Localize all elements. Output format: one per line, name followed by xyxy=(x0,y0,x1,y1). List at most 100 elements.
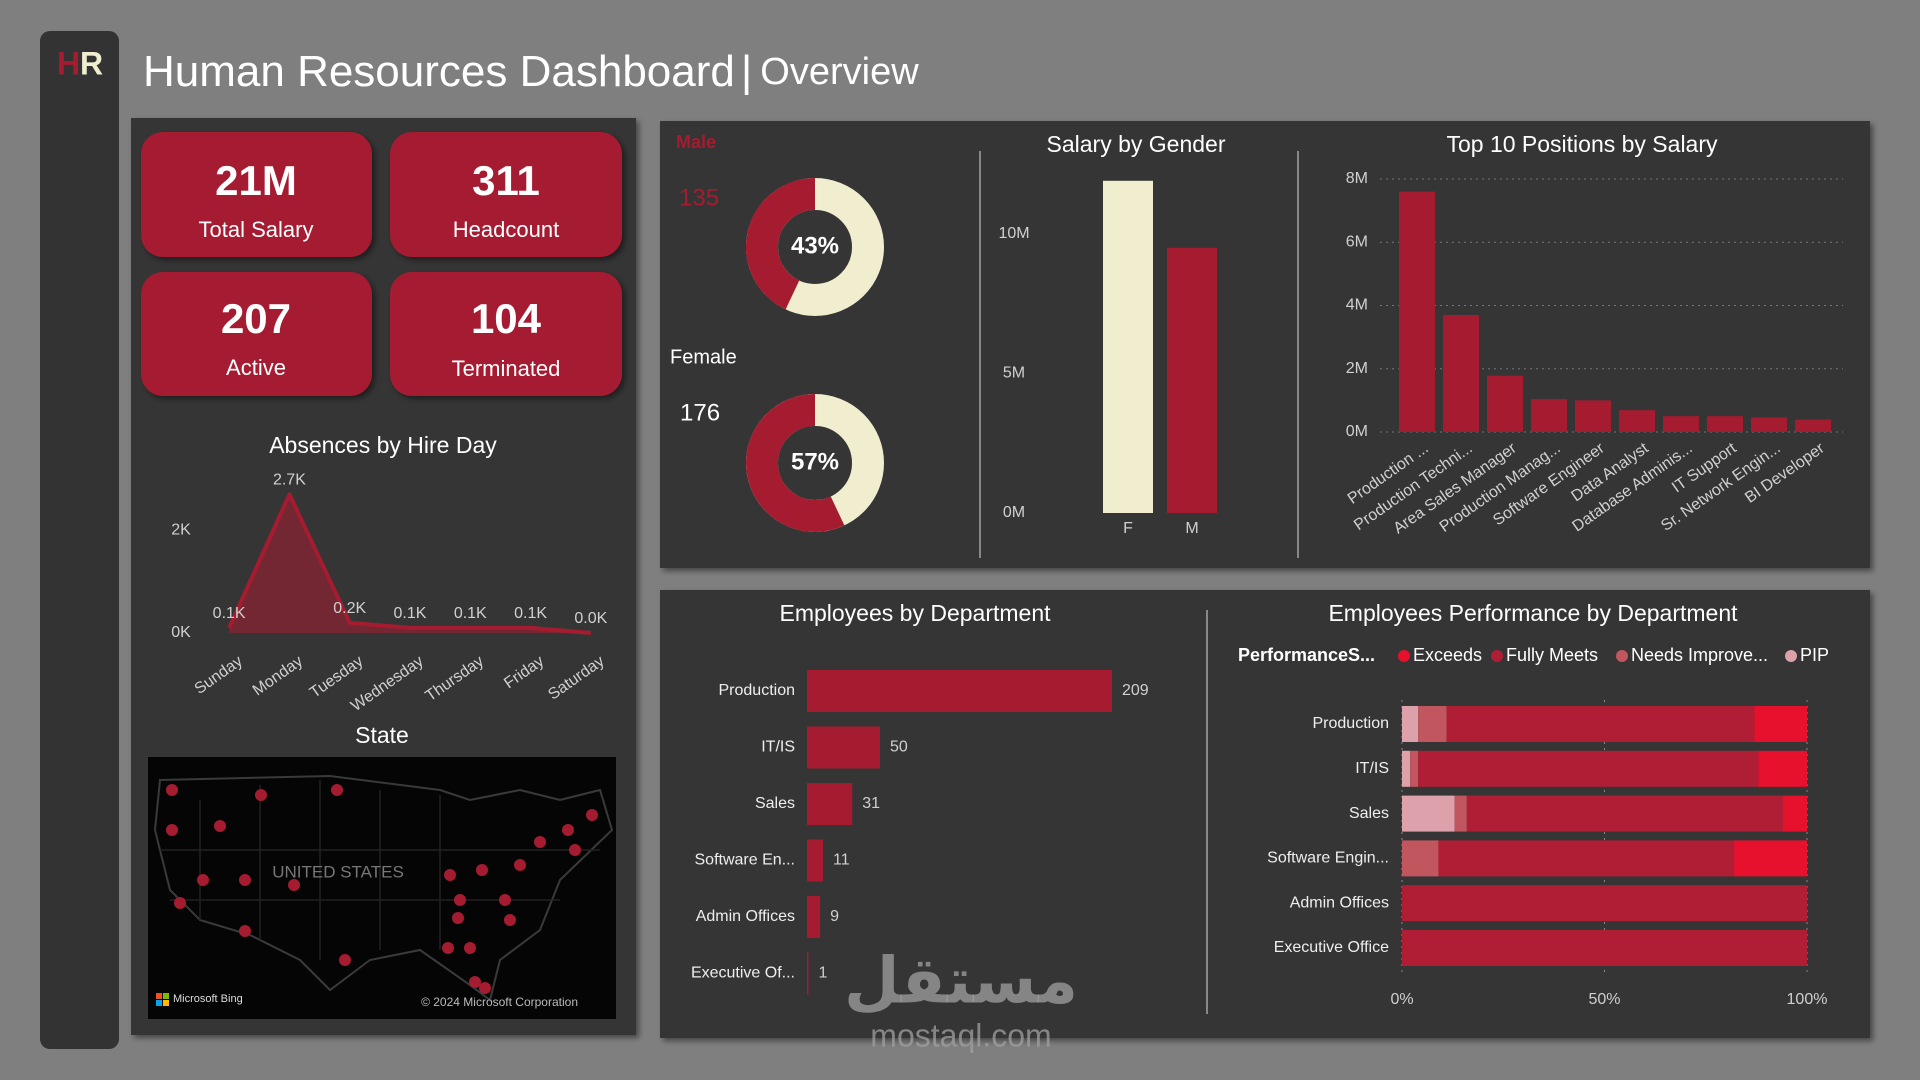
legend-marker xyxy=(1785,650,1797,662)
kpi-value: 207 xyxy=(221,295,291,342)
area-line xyxy=(227,492,592,635)
chart-title: Top 10 Positions by Salary xyxy=(1446,131,1718,157)
bar-segment xyxy=(1402,885,1807,922)
bar-segment xyxy=(1758,750,1807,787)
bar xyxy=(1531,399,1567,432)
y-tick-label: 0M xyxy=(1003,504,1025,521)
marker xyxy=(534,836,546,848)
bar xyxy=(1167,247,1217,513)
bar xyxy=(807,783,853,825)
marker xyxy=(442,942,454,954)
gender-label: Female xyxy=(670,346,737,368)
y-tick-label: IT/IS xyxy=(1355,760,1389,777)
data-label: 1 xyxy=(818,965,827,982)
x-tick-label: M xyxy=(1185,520,1198,537)
bar xyxy=(807,670,1112,712)
data-label: 2.7K xyxy=(273,472,306,489)
y-tick-label: Production xyxy=(719,682,796,699)
bar-segment xyxy=(1466,795,1783,832)
chart-title: Salary by Gender xyxy=(1047,131,1226,157)
y-tick-label: Admin Offices xyxy=(696,908,795,925)
marker xyxy=(499,894,511,906)
bar xyxy=(807,952,809,995)
marker xyxy=(504,914,516,926)
y-tick-label: 0K xyxy=(171,624,191,641)
data-label: 0.0K xyxy=(574,610,607,627)
marker xyxy=(174,897,186,909)
data-label: 0.1K xyxy=(213,605,246,622)
y-tick-label: 2K xyxy=(171,522,191,539)
marker xyxy=(569,844,581,856)
y-tick-label: 0M xyxy=(1346,423,1368,440)
bar-segment xyxy=(1734,840,1807,877)
marker xyxy=(469,976,481,988)
marker xyxy=(214,820,226,832)
x-tick-label: 0% xyxy=(1390,991,1413,1008)
map-provider: Microsoft Bing xyxy=(173,993,243,1005)
kpi-label: Total Salary xyxy=(199,217,314,242)
bar xyxy=(1663,416,1699,432)
y-tick-label: 5M xyxy=(1003,365,1025,382)
bar-segment xyxy=(1402,930,1807,966)
bar-segment xyxy=(1418,706,1447,742)
legend-marker xyxy=(1398,650,1410,662)
bar-segment xyxy=(1446,706,1755,742)
marker xyxy=(166,824,178,836)
kpi-card xyxy=(390,132,622,257)
logo-h: H xyxy=(57,45,80,81)
legend-title: PerformanceS... xyxy=(1238,645,1375,665)
bing-logo xyxy=(156,993,162,999)
map-grid xyxy=(160,780,600,960)
y-tick-label: Sales xyxy=(755,795,795,812)
state-map: State UNITED STATES Microsoft Bing © 202… xyxy=(148,722,616,1019)
bar-segment xyxy=(1410,750,1419,787)
data-label: 9 xyxy=(830,908,839,925)
donut-label: 43% xyxy=(791,232,839,259)
marker xyxy=(288,879,300,891)
gender-count: 135 xyxy=(679,184,719,211)
y-tick-label: Admin Offices xyxy=(1290,894,1389,911)
bar-segment xyxy=(1402,795,1455,832)
gender-label: Male xyxy=(676,132,716,152)
data-label: 31 xyxy=(862,795,880,812)
marker xyxy=(239,874,251,886)
donut-arc xyxy=(746,394,845,532)
title-main: Human Resources Dashboard xyxy=(143,47,735,96)
y-tick-label: Executive Office xyxy=(1274,939,1389,956)
bar-segment xyxy=(1782,795,1807,832)
kpi-label: Active xyxy=(226,355,286,380)
marker xyxy=(476,864,488,876)
marker xyxy=(479,982,491,994)
data-label: 0.1K xyxy=(514,605,547,622)
data-label: 0.2K xyxy=(333,600,366,617)
watermark-site: mostaql.com xyxy=(870,1017,1051,1053)
marker xyxy=(586,809,598,821)
legend-marker xyxy=(1616,650,1628,662)
map-title: State xyxy=(355,722,409,748)
title: Human Resources Dashboard | Overview xyxy=(143,47,919,96)
marker xyxy=(452,912,464,924)
kpi-label: Headcount xyxy=(453,217,559,242)
marker xyxy=(444,869,456,881)
map-area xyxy=(148,757,616,1019)
kpi-cards: 21M Total Salary 311 Headcount 207 Activ… xyxy=(141,132,622,396)
area-fill xyxy=(229,494,591,633)
bar-segment xyxy=(1402,750,1411,787)
marker xyxy=(255,789,267,801)
sidebar xyxy=(40,31,119,1049)
y-tick-label: 8M xyxy=(1346,170,1368,187)
marker xyxy=(514,859,526,871)
marker xyxy=(331,784,343,796)
chart-title: Employees by Department xyxy=(779,600,1051,626)
marker xyxy=(454,894,466,906)
bing-logo xyxy=(163,993,169,999)
legend-label: Exceeds xyxy=(1413,645,1482,665)
logo-r: R xyxy=(80,45,103,81)
y-tick-label: 10M xyxy=(998,225,1029,242)
marker xyxy=(166,784,178,796)
donut-label: 57% xyxy=(791,448,839,475)
data-label: 0.1K xyxy=(394,605,427,622)
marker xyxy=(464,942,476,954)
data-label: 11 xyxy=(833,852,850,869)
